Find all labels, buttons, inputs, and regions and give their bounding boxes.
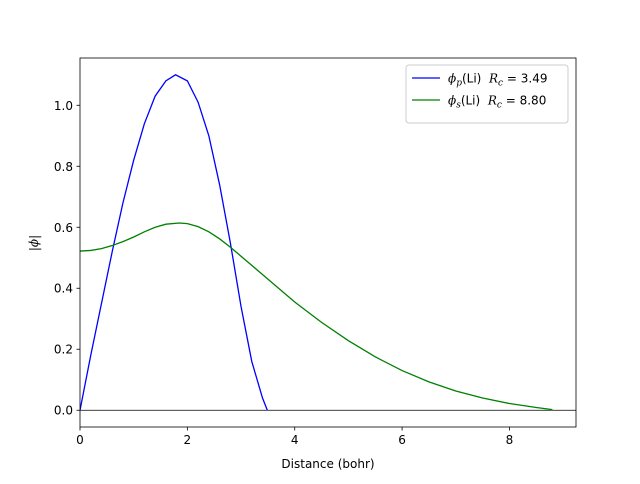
- legend-entry-0: ϕp(Li) Rc = 3.49: [448, 72, 547, 89]
- x-tick-label: 2: [184, 433, 192, 447]
- legend: ϕp(Li) Rc = 3.49 ϕs(Li) Rc = 8.80: [405, 64, 569, 124]
- plot-frame: [79, 57, 577, 428]
- y-tick-label: 0.4: [54, 282, 73, 296]
- x-tick-label: 0: [76, 433, 84, 447]
- x-tick-label: 8: [506, 433, 514, 447]
- y-tick-label: 0.2: [54, 343, 73, 357]
- axes-layer: 0 2 4 6 8 0.0 0.2 0.4 0.6 0.8 1.0: [54, 57, 577, 447]
- legend-box: [405, 64, 569, 124]
- y-tick-label: 0.0: [54, 404, 73, 418]
- legend-entry-1: ϕs(Li) Rc = 8.80: [448, 94, 546, 111]
- y-tick-label: 0.6: [54, 221, 73, 235]
- y-axis-label: |ϕ|: [27, 235, 41, 251]
- plot-layer: [80, 74, 576, 411]
- x-tick-label: 6: [398, 433, 406, 447]
- x-axis-label: Distance (bohr): [281, 457, 374, 471]
- x-tick-label: 4: [291, 433, 299, 447]
- y-tick-label: 1.0: [54, 99, 73, 113]
- series-line-0: [80, 74, 268, 411]
- series-line-1: [80, 222, 553, 411]
- y-tick-label: 0.8: [54, 160, 73, 174]
